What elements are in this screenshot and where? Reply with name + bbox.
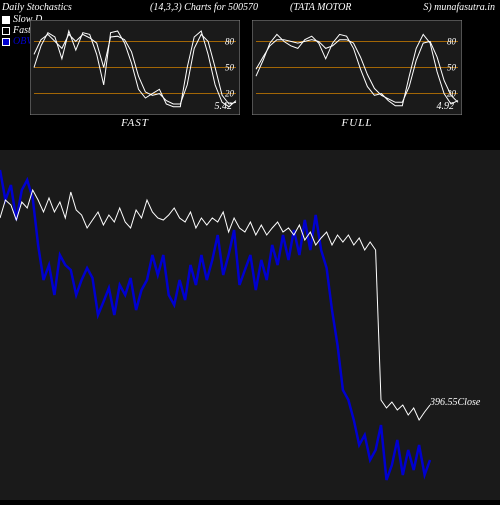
panel-fast: 80 50 20 5.42 FAST (30, 20, 240, 129)
full-chart: 8050204.92 (252, 20, 462, 115)
legend-swatch (2, 16, 10, 24)
legend-swatch (2, 38, 10, 46)
stochastic-panels: 80 50 20 5.42 FAST 80 50 20 4.92 FULL (30, 20, 462, 129)
symbol: (TATA MOTOR (290, 2, 351, 13)
panel-full: 8050204.92 FULL (252, 20, 462, 129)
svg-text:50: 50 (447, 63, 457, 73)
svg-text:4.92: 4.92 (437, 101, 455, 112)
panel-full-label: FULL (252, 117, 462, 129)
svg-text:80: 80 (225, 36, 235, 46)
svg-text:20: 20 (225, 89, 235, 99)
svg-text:50: 50 (225, 63, 235, 73)
params: (14,3,3) Charts for 500570 (150, 2, 258, 13)
main-chart: 396.55Close (0, 150, 500, 500)
svg-text:5.42: 5.42 (215, 101, 233, 112)
source: S) munafasutra.in (423, 2, 495, 13)
chart-container: Daily Stochastics (14,3,3) Charts for 50… (0, 0, 500, 500)
panel-fast-label: FAST (30, 117, 240, 129)
svg-text:80: 80 (447, 36, 457, 46)
close-label: 396.55Close (429, 397, 481, 408)
title: Daily Stochastics (2, 2, 72, 13)
price-obv-chart: 396.55Close (0, 150, 500, 500)
fast-chart: 80 50 20 5.42 (30, 20, 240, 115)
legend-swatch (2, 27, 10, 35)
